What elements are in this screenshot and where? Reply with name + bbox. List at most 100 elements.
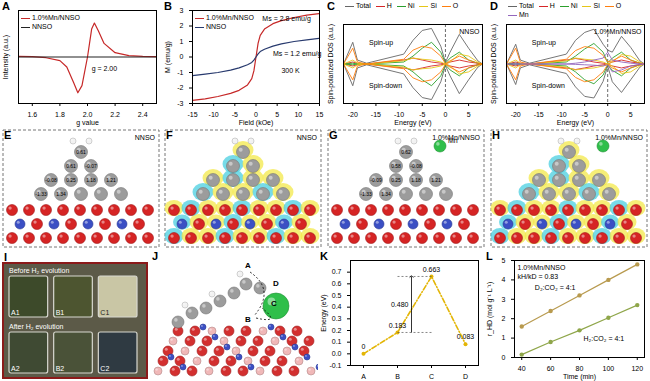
svg-text:0: 0 [443, 111, 447, 118]
svg-text:NNSO: NNSO [459, 28, 480, 35]
svg-text:100: 100 [603, 365, 615, 372]
svg-text:-1.33: -1.33 [360, 191, 372, 197]
svg-text:Spin-polarized DOS (a.u.): Spin-polarized DOS (a.u.) [327, 24, 335, 104]
svg-text:-10: -10 [394, 111, 404, 118]
svg-text:-1.33: -1.33 [35, 191, 47, 197]
svg-text:1: 1 [502, 334, 506, 341]
svg-text:-0.08: -0.08 [45, 177, 57, 183]
svg-text:r_HD (mol g⁻¹ L⁻¹): r_HD (mol g⁻¹ L⁻¹) [486, 282, 494, 337]
svg-text:-20: -20 [348, 111, 358, 118]
svg-text:2: 2 [502, 315, 506, 322]
svg-text:D: D [463, 373, 468, 380]
svg-text:-5: -5 [582, 111, 588, 118]
svg-text:Spin-down: Spin-down [369, 82, 402, 90]
svg-text:Energy (eV): Energy (eV) [320, 294, 328, 331]
svg-text:-20: -20 [511, 111, 521, 118]
svg-text:5: 5 [467, 111, 471, 118]
svg-text:0.3: 0.3 [332, 315, 342, 322]
svg-text:1.6: 1.6 [27, 111, 37, 118]
svg-text:0.62: 0.62 [401, 149, 411, 155]
svg-text:3: 3 [180, 7, 184, 14]
svg-text:0.183: 0.183 [389, 322, 407, 329]
svg-text:0.6: 0.6 [332, 280, 342, 287]
svg-text:1.21: 1.21 [106, 177, 116, 183]
svg-text:Spin-down: Spin-down [532, 82, 565, 90]
svg-text:Spin-polarized DOS (a.u.): Spin-polarized DOS (a.u.) [490, 24, 498, 104]
svg-text:80: 80 [576, 365, 584, 372]
svg-text:-0.07: -0.07 [85, 163, 97, 169]
svg-text:Ms = 2.8 emu/g: Ms = 2.8 emu/g [262, 15, 311, 23]
svg-text:A2: A2 [11, 365, 20, 372]
svg-text:4: 4 [502, 276, 506, 283]
svg-text:120: 120 [631, 365, 643, 372]
svg-text:A1: A1 [11, 309, 20, 316]
svg-text:1.34: 1.34 [56, 191, 66, 197]
svg-text:1.0%Mn/NNSO: 1.0%Mn/NNSO [594, 28, 642, 35]
svg-text:0.2: 0.2 [332, 327, 342, 334]
svg-text:Spin-up: Spin-up [532, 39, 556, 47]
svg-text:-2: -2 [177, 84, 183, 91]
svg-text:-15: -15 [187, 111, 197, 118]
svg-text:-0.08: -0.08 [410, 163, 422, 169]
svg-text:-5: -5 [232, 111, 238, 118]
svg-text:1.8: 1.8 [55, 111, 65, 118]
svg-text:0.480: 0.480 [391, 301, 409, 308]
svg-text:kH/kD = 0.83: kH/kD = 0.83 [518, 273, 559, 280]
svg-text:-0.1: -0.1 [329, 362, 341, 369]
svg-text:10: 10 [294, 111, 302, 118]
svg-text:0.25: 0.25 [391, 177, 401, 183]
svg-text:2.4: 2.4 [138, 111, 148, 118]
svg-text:C: C [429, 373, 434, 380]
svg-text:-0.09: -0.09 [370, 177, 382, 183]
svg-text:Time (min): Time (min) [563, 373, 596, 381]
svg-text:A: A [245, 261, 251, 270]
svg-text:g value: g value [76, 119, 99, 127]
svg-text:Before H₂ evolution: Before H₂ evolution [9, 267, 69, 274]
svg-text:C: C [271, 299, 277, 308]
svg-text:B2: B2 [56, 365, 65, 372]
svg-text:D: D [273, 279, 279, 288]
svg-text:NNSO: NNSO [297, 134, 318, 141]
svg-text:C1: C1 [100, 309, 109, 316]
svg-text:5: 5 [629, 111, 633, 118]
svg-text:g = 2.00: g = 2.00 [92, 65, 118, 73]
svg-text:-15: -15 [534, 111, 544, 118]
svg-text:-1: -1 [177, 69, 183, 76]
svg-text:C2: C2 [100, 365, 109, 372]
svg-text:0.1: 0.1 [332, 338, 342, 345]
svg-text:0: 0 [180, 53, 184, 60]
svg-text:2: 2 [180, 22, 184, 29]
svg-text:-10: -10 [557, 111, 567, 118]
svg-text:0.7: 0.7 [332, 268, 342, 275]
svg-text:0.5: 0.5 [332, 292, 342, 299]
svg-text:0: 0 [362, 343, 366, 350]
svg-text:After H₂ evolution: After H₂ evolution [9, 323, 64, 330]
svg-text:15: 15 [316, 111, 324, 118]
svg-text:Spin-up: Spin-up [369, 39, 393, 47]
svg-text:0: 0 [606, 111, 610, 118]
svg-text:Field (kOe): Field (kOe) [239, 119, 274, 127]
svg-text:0.0: 0.0 [332, 350, 342, 357]
svg-text:0: 0 [254, 111, 258, 118]
svg-text:1.18: 1.18 [411, 177, 421, 183]
svg-text:0.58: 0.58 [391, 163, 401, 169]
svg-text:B: B [245, 315, 251, 324]
svg-text:B: B [395, 373, 400, 380]
svg-text:Intensity (a.u.): Intensity (a.u.) [2, 35, 10, 79]
svg-text:Energy (eV): Energy (eV) [394, 119, 431, 127]
svg-text:Mn: Mn [448, 137, 458, 144]
svg-text:0.663: 0.663 [423, 266, 441, 273]
svg-text:5: 5 [502, 257, 506, 264]
svg-text:1.34: 1.34 [381, 191, 391, 197]
svg-text:-3: -3 [177, 100, 183, 107]
svg-text:1.0%Mn/NNSO: 1.0%Mn/NNSO [518, 264, 566, 271]
svg-text:-5: -5 [419, 111, 425, 118]
svg-text:60: 60 [547, 365, 555, 372]
svg-text:2.0: 2.0 [83, 111, 93, 118]
svg-text:M (emu/g): M (emu/g) [164, 41, 172, 73]
svg-text:5: 5 [275, 111, 279, 118]
svg-text:1.18: 1.18 [86, 177, 96, 183]
svg-text:D₂:CO₂ = 4:1: D₂:CO₂ = 4:1 [535, 284, 576, 291]
svg-text:-15: -15 [371, 111, 381, 118]
svg-text:1: 1 [180, 38, 184, 45]
